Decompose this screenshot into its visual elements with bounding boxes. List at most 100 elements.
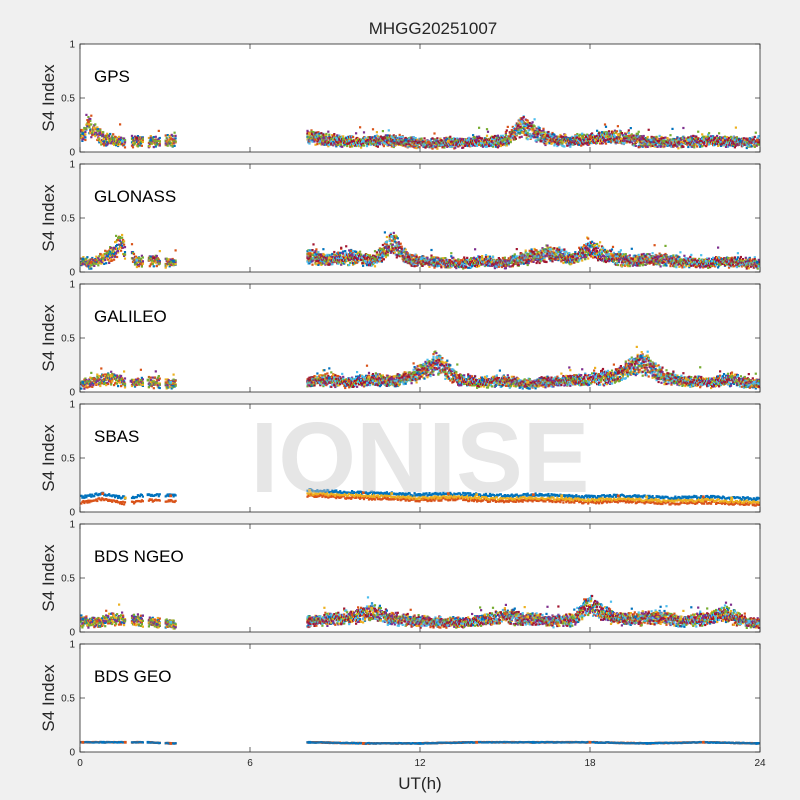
data-point	[634, 144, 637, 147]
data-point	[99, 131, 102, 134]
data-point	[344, 143, 347, 146]
data-point	[324, 136, 327, 140]
data-point	[433, 266, 436, 269]
data-point	[391, 142, 394, 145]
data-point	[116, 137, 119, 140]
data-point	[392, 248, 395, 251]
data-point	[646, 135, 649, 139]
data-point	[389, 248, 392, 251]
data-point	[428, 265, 431, 268]
data-point	[413, 146, 416, 149]
data-point	[372, 262, 376, 265]
data-point	[754, 131, 757, 134]
data-point-sample	[568, 137, 572, 141]
data-point	[316, 140, 319, 143]
data-point	[97, 128, 100, 131]
y-tick-label: 1	[69, 160, 75, 171]
data-point	[379, 135, 382, 138]
data-point	[387, 142, 390, 145]
data-point	[384, 134, 387, 137]
data-point	[352, 250, 355, 253]
data-point	[123, 251, 127, 254]
data-point	[158, 142, 161, 145]
data-point	[647, 128, 650, 131]
data-point	[514, 124, 517, 127]
data-point	[116, 243, 119, 247]
data-point	[105, 134, 108, 137]
data-point	[545, 142, 548, 145]
data-point	[415, 147, 418, 150]
data-point	[426, 256, 429, 259]
data-point	[308, 140, 311, 143]
data-point	[150, 259, 153, 262]
data-point	[413, 142, 416, 145]
data-point	[528, 133, 531, 136]
data-point-sample	[342, 137, 345, 141]
data-point	[306, 129, 309, 132]
data-point-sample	[427, 140, 430, 144]
data-point	[168, 134, 171, 137]
data-point	[338, 134, 341, 137]
data-point	[331, 263, 334, 266]
data-point	[696, 145, 699, 148]
data-point	[412, 140, 415, 144]
data-point	[757, 135, 760, 138]
data-point	[173, 138, 176, 141]
data-point	[411, 254, 414, 257]
data-point	[627, 131, 630, 135]
data-point	[664, 136, 667, 139]
data-point	[360, 253, 363, 256]
data-point	[115, 252, 118, 255]
data-point	[535, 139, 538, 142]
data-point	[387, 245, 390, 248]
data-point	[349, 258, 352, 261]
data-point	[687, 145, 690, 149]
data-point	[90, 267, 93, 270]
data-point	[333, 142, 336, 145]
data-point	[155, 254, 158, 258]
data-point	[135, 265, 138, 269]
data-point	[435, 146, 438, 149]
data-point	[123, 253, 127, 256]
data-point	[174, 140, 177, 143]
data-point	[380, 141, 383, 145]
data-point	[646, 145, 649, 148]
data-point	[329, 136, 332, 139]
data-point	[314, 143, 317, 146]
data-point	[108, 261, 111, 264]
data-point	[102, 131, 105, 134]
data-point	[548, 142, 551, 145]
data-point	[637, 130, 640, 133]
data-point	[166, 134, 169, 137]
data-point	[102, 138, 105, 141]
data-point	[84, 136, 87, 139]
data-point	[154, 145, 157, 148]
data-point	[94, 135, 97, 138]
data-point	[140, 265, 143, 268]
data-point	[114, 255, 117, 258]
data-point	[729, 135, 733, 138]
data-point	[311, 254, 314, 257]
data-point	[327, 142, 330, 145]
data-point	[616, 125, 619, 128]
data-point	[597, 139, 600, 142]
data-point	[117, 143, 120, 147]
data-point	[415, 255, 418, 258]
data-point	[105, 262, 108, 265]
data-point	[158, 250, 161, 253]
data-point	[333, 134, 336, 138]
data-point	[374, 136, 377, 139]
data-point	[90, 136, 93, 139]
data-point	[392, 134, 395, 137]
data-point	[336, 134, 339, 137]
data-point	[139, 262, 142, 265]
data-point	[520, 135, 523, 138]
data-point	[496, 134, 499, 137]
data-point	[85, 127, 88, 130]
data-point	[105, 138, 108, 141]
data-point	[392, 145, 395, 149]
data-point	[481, 142, 484, 145]
data-point	[385, 139, 388, 142]
data-point	[111, 140, 114, 143]
data-point	[658, 134, 661, 137]
